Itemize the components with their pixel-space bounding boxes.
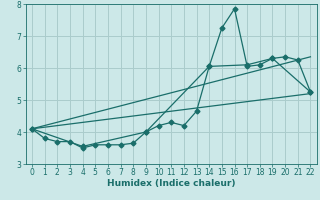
X-axis label: Humidex (Indice chaleur): Humidex (Indice chaleur) [107,179,236,188]
